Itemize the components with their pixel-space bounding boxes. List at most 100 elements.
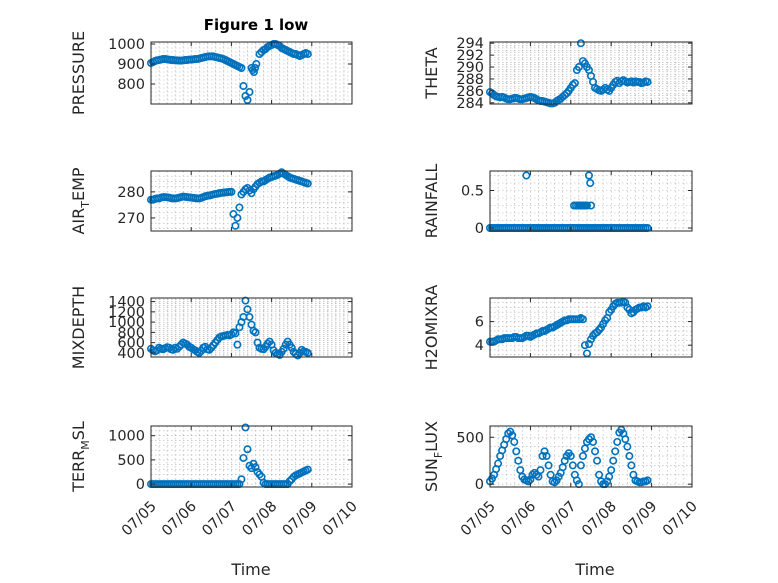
mixdepth-data-point (251, 328, 260, 337)
theta-data-point (643, 77, 652, 86)
h2omixra-data-point (643, 302, 652, 311)
figure-title: Figure 1 low (204, 16, 309, 34)
mixdepth-data-point (175, 342, 184, 351)
rainfall-data-point (586, 179, 595, 188)
subplot-rainfall: 0 0.5 RAINFALL (422, 164, 693, 238)
sun-flux-data-point (607, 466, 616, 475)
sun-flux-data-point (550, 478, 559, 487)
terr-msl-y-tick-label: 1000 (108, 429, 145, 445)
h2omixra-axes-box (489, 297, 693, 358)
sun-flux-data-point (609, 456, 618, 465)
theta-y-tick-label: 286 (456, 84, 484, 100)
terr-msl-data-point (303, 465, 312, 474)
air-temp-data-point (235, 203, 244, 212)
theta-y-tick-label: 292 (456, 48, 484, 64)
mixdepth-data-point (245, 312, 254, 321)
pressure-y-axis-label: PRESSURE (69, 31, 88, 115)
terr-msl-data-point (247, 464, 256, 473)
rainfall-data-point (584, 171, 593, 180)
sun-flux-data-point (568, 461, 577, 470)
pressure-data-point (237, 64, 246, 73)
x-axis-label-right: Time (574, 560, 614, 579)
x-tick-label: 07/07 (199, 499, 240, 540)
subplot-pressure: 800 900 1000 PRESSURE (69, 31, 353, 115)
x-tick-label: 07/06 (159, 499, 200, 540)
sun-flux-data-point (566, 452, 575, 461)
rainfall-data-point (586, 201, 595, 210)
theta-y-axis-label: THETA (422, 47, 441, 99)
sun-flux-data-point (512, 447, 521, 456)
sun-flux-data-point (625, 452, 634, 461)
sun-flux-data-point (524, 477, 533, 486)
mixdepth-data-point (231, 329, 240, 338)
pressure-data-point (249, 68, 258, 77)
subplot-terr-msl: 0 500 1000 07/05 07/06 07/07 07/08 07/09 07/10 TE… (69, 421, 361, 539)
x-tick-label: 07/07 (539, 499, 580, 540)
air-temp-data-point (233, 213, 242, 222)
mixdepth-data-point (173, 344, 182, 353)
mixdepth-data-point (169, 345, 178, 354)
sun-flux-data-point (603, 477, 612, 486)
mixdepth-data-point (227, 330, 236, 339)
terr-msl-axes-box (150, 425, 353, 488)
sun-flux-data-point (532, 470, 541, 479)
x-tick-label: 07/05 (119, 499, 160, 540)
pressure-data-point (252, 59, 261, 68)
theta-data-point (574, 63, 583, 72)
theta-y-tick-label: 288 (456, 72, 484, 88)
sun-flux-data-point (627, 461, 636, 470)
subplot-sun-flux: 0 500 07/05 07/06 07/07 07/08 07/09 07/10 SUNFLU… (422, 421, 701, 539)
mixdepth-y-tick-label: 1200 (108, 305, 145, 321)
sun-flux-data-point (586, 433, 595, 442)
pressure-data-point (303, 49, 312, 58)
h2omixra-y-axis-label: H2OMIXRA (422, 285, 441, 371)
terr-msl-data-point (285, 477, 294, 486)
air-temp-data-point (303, 179, 312, 188)
mixdepth-data-point (287, 343, 296, 352)
sun-flux-data-point (504, 429, 513, 438)
h2omixra-y-tick-label: 6 (475, 315, 484, 331)
theta-data-point (570, 79, 579, 88)
x-tick-label: 07/06 (498, 499, 539, 540)
sun-flux-data-point (623, 442, 632, 451)
rainfall-data-point (582, 201, 591, 210)
mixdepth-data-point (195, 348, 204, 357)
air-temp-y-tick-label: 270 (117, 211, 145, 227)
x-tick-label: 07/05 (458, 499, 499, 540)
sun-flux-data-point (611, 447, 620, 456)
rainfall-y-tick-label: 0.5 (461, 184, 484, 200)
theta-y-tick-label: 290 (456, 60, 484, 76)
theta-data-point (568, 80, 577, 89)
sun-flux-data-point (526, 475, 535, 484)
air-temp-y-axis-label: AIRTEMP (69, 167, 92, 234)
mixdepth-data-point (205, 345, 214, 354)
subplot-air-temp: 270 280 AIRTEMP (69, 167, 353, 235)
pressure-data-point (255, 49, 264, 58)
pressure-data-point (251, 64, 260, 73)
x-tick-label: 07/10 (320, 499, 361, 540)
theta-data-point (560, 91, 569, 100)
x-tick-label: 07/09 (280, 499, 321, 540)
mixdepth-y-tick-label: 1400 (108, 295, 145, 311)
sun-flux-data-point (514, 456, 523, 465)
h2omixra-data-point (584, 340, 593, 349)
sun-flux-data-point (542, 452, 551, 461)
air-temp-data-point (231, 221, 240, 230)
sun-flux-data-point (589, 437, 598, 446)
sun-flux-data-point (560, 456, 569, 465)
x-tick-label: 07/09 (620, 499, 661, 540)
air-temp-y-tick-label: 280 (117, 185, 145, 201)
sun-flux-data-point (540, 447, 549, 456)
pressure-y-tick-label: 1000 (108, 37, 145, 53)
rainfall-data-point (522, 171, 531, 180)
terr-msl-y-tick-label: 0 (136, 477, 145, 493)
theta-y-tick-label: 284 (456, 96, 484, 112)
mixdepth-data-point (241, 296, 250, 305)
h2omixra-data-point (580, 341, 589, 350)
terr-msl-data-point (239, 453, 248, 462)
sun-flux-data-point (591, 447, 600, 456)
terr-msl-data-point (243, 445, 252, 454)
